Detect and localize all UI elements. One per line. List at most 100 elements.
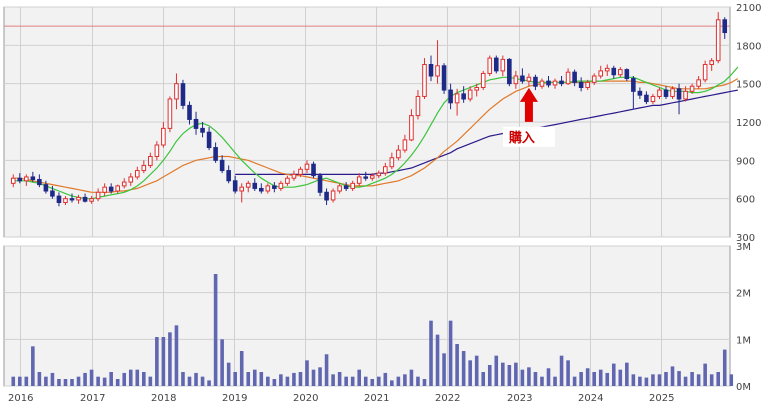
price-axis-tick-label: 300 [736, 233, 755, 244]
volume-bar [311, 369, 316, 386]
volume-bar [461, 351, 466, 386]
candle-body [493, 57, 499, 72]
candle-body [10, 177, 16, 184]
volume-bar [168, 332, 172, 386]
candle-body [604, 67, 610, 72]
candle-body [108, 186, 114, 192]
candle-body [89, 198, 94, 202]
candle-body [350, 182, 355, 189]
volume-bar [403, 374, 407, 386]
candle-body [526, 76, 532, 82]
candle-body [507, 58, 512, 85]
volume-bar [677, 371, 681, 386]
volume-bar [220, 339, 224, 386]
candle-body [63, 198, 68, 204]
volume-bar [729, 374, 734, 386]
volume-bar [598, 369, 603, 386]
volume-bar [89, 369, 94, 386]
volume-bar [63, 379, 68, 386]
volume-bar [83, 372, 87, 386]
candle-body [670, 88, 675, 97]
volume-plot-area [3, 245, 731, 387]
x-axis-tick-label: 2025 [649, 393, 674, 404]
annotation-label-bg [502, 126, 555, 147]
candle-body [441, 65, 447, 91]
volume-bar [481, 372, 486, 386]
annotation-label: 購入 [508, 130, 535, 146]
volume-bar [155, 337, 159, 386]
candle-body [245, 182, 251, 188]
candle-body [30, 176, 36, 180]
candle-body [572, 71, 577, 83]
volume-bar [200, 376, 205, 386]
candle-body [219, 159, 225, 172]
candle-body [232, 180, 238, 192]
candle-body [559, 80, 564, 85]
candle-body [552, 80, 558, 86]
candle-body [252, 182, 258, 189]
candle-body [82, 196, 88, 202]
candle-body [644, 94, 649, 103]
candle-body [715, 19, 721, 62]
volume-bar [344, 376, 348, 386]
volume-bar [174, 325, 179, 386]
candle-body [631, 78, 636, 92]
volume-bar [31, 346, 35, 386]
volume-bar [435, 334, 440, 386]
candle-body [539, 80, 545, 87]
candle-body [43, 184, 49, 192]
volume-bar [57, 379, 61, 386]
volume-bar [670, 366, 675, 386]
volume-bar [429, 320, 433, 386]
volume-bar [507, 365, 512, 386]
volume-bar [579, 372, 583, 386]
candle-body [317, 175, 323, 193]
volume-bar [585, 368, 590, 386]
volume-axis-tick-label: 1M [736, 335, 751, 346]
x-axis-tick-label: 2021 [364, 393, 389, 404]
candle-body [454, 93, 460, 104]
candle-body [474, 87, 479, 91]
volume-bar [350, 376, 355, 386]
candle-body [409, 115, 414, 141]
candle-body [487, 57, 493, 74]
candle-body [56, 195, 62, 204]
candle-body [121, 181, 127, 187]
volume-bar [324, 354, 329, 386]
candle-body [206, 131, 212, 149]
candle-body [702, 64, 708, 81]
candle-body [722, 19, 728, 34]
volume-bar [37, 372, 42, 386]
volume-bar [657, 374, 662, 386]
volume-bar [566, 360, 570, 386]
candle-body [428, 64, 434, 77]
volume-bar [259, 372, 264, 386]
volume-bar [233, 372, 237, 386]
volume-bar [272, 379, 277, 386]
volume-bar [11, 376, 16, 386]
candle-body [565, 71, 571, 85]
volume-bar [540, 376, 544, 386]
volume-bar [96, 376, 100, 386]
candle-body [154, 144, 160, 157]
volume-bar [442, 353, 446, 386]
volume-bar [279, 374, 283, 386]
volume-bar [181, 372, 185, 386]
candle-body [272, 185, 277, 189]
volume-bar [625, 362, 629, 386]
candle-body [461, 93, 466, 100]
volume-axis-tick-label: 0M [736, 382, 751, 393]
volume-bar [455, 344, 459, 386]
volume-bar [383, 372, 388, 386]
candle-body [363, 176, 369, 179]
volume-bar [161, 337, 166, 386]
candle-body [585, 81, 590, 88]
volume-bar [331, 374, 335, 386]
volume-bar [44, 376, 48, 386]
x-axis-tick-label: 2018 [151, 393, 176, 404]
volume-bar [115, 379, 120, 386]
volume-bar [553, 376, 557, 386]
volume-bar [611, 363, 616, 386]
volume-bar [376, 376, 381, 386]
candle-body [167, 98, 173, 129]
